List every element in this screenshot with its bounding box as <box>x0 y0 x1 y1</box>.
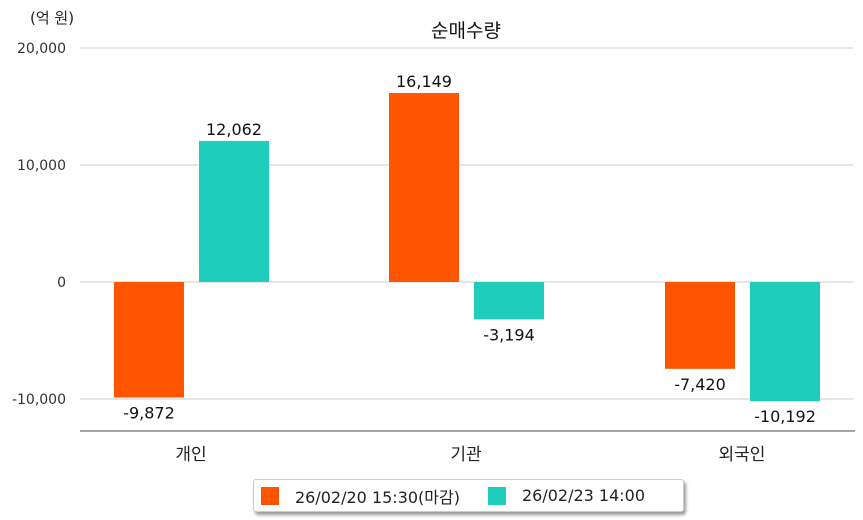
unit-label: (억 원) <box>30 9 74 27</box>
bar[interactable] <box>665 282 735 369</box>
data-label: 16,149 <box>396 72 452 91</box>
bar[interactable] <box>474 282 544 320</box>
data-label: -7,420 <box>674 375 726 394</box>
bar[interactable] <box>114 282 184 398</box>
legend-swatch <box>261 486 279 505</box>
data-label: -10,192 <box>754 407 816 426</box>
bar[interactable] <box>199 140 269 282</box>
x-tick-label: 외국인 <box>719 445 766 465</box>
legend-item-series-2[interactable]: 26/02/23 14:00 <box>487 486 646 505</box>
legend-label: 26/02/20 15:30(마감) <box>295 487 460 507</box>
x-tick-label: 기관 <box>450 445 481 465</box>
bar[interactable] <box>750 282 820 402</box>
bar[interactable] <box>389 93 459 282</box>
y-tick-label: 0 <box>57 275 66 291</box>
legend: 26/02/20 15:30(마감) 26/02/23 14:00 <box>253 479 684 512</box>
y-tick-label: 10,000 <box>17 158 66 174</box>
data-label: 12,062 <box>206 120 262 139</box>
legend-item-series-1[interactable]: 26/02/20 15:30(마감) <box>254 484 460 508</box>
y-tick-label: 20,000 <box>17 41 66 57</box>
data-label: -3,194 <box>483 325 535 344</box>
legend-label: 26/02/23 14:00 <box>521 486 646 505</box>
chart-title: 순매수량 <box>431 20 501 42</box>
y-tick-label: -10,000 <box>12 392 66 408</box>
x-tick-label: 개인 <box>175 445 206 465</box>
bar-chart: (억 원) 순매수량 20,000 10,000 0 -10,000 개인 기관 외국인 -… <box>12 9 855 465</box>
legend-swatch <box>487 486 506 505</box>
data-label: -9,872 <box>123 404 175 423</box>
